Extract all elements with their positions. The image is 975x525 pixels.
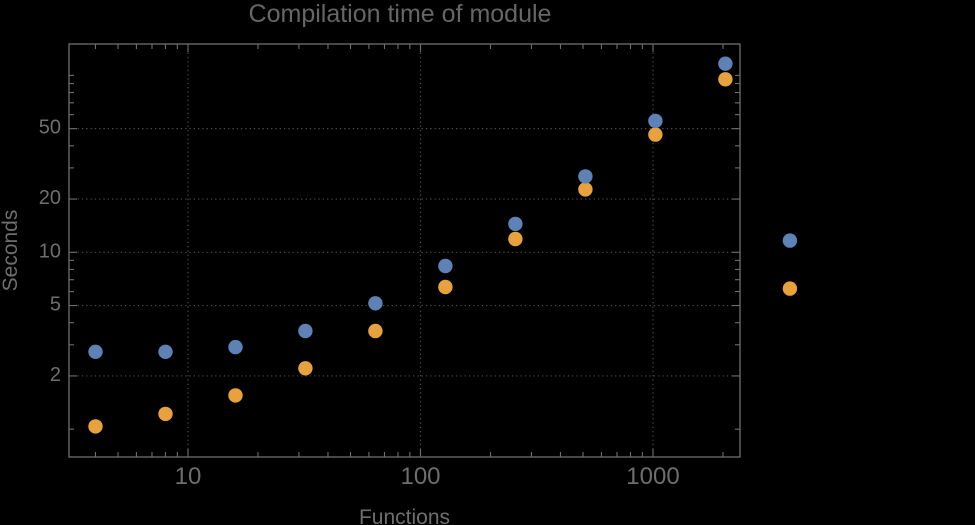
svg-text:5: 5: [50, 294, 61, 316]
svg-text:50: 50: [39, 117, 61, 139]
svg-text:20: 20: [39, 187, 61, 209]
svg-text:10: 10: [175, 463, 202, 490]
svg-text:Compilation time of module: Compilation time of module: [249, 0, 552, 28]
svg-text:1000: 1000: [626, 463, 679, 490]
svg-text:Functions: Functions: [359, 506, 450, 525]
svg-text:Seconds: Seconds: [0, 210, 22, 292]
svg-text:100: 100: [400, 463, 440, 490]
svg-text:2: 2: [50, 364, 61, 386]
svg-text:10: 10: [39, 240, 61, 262]
